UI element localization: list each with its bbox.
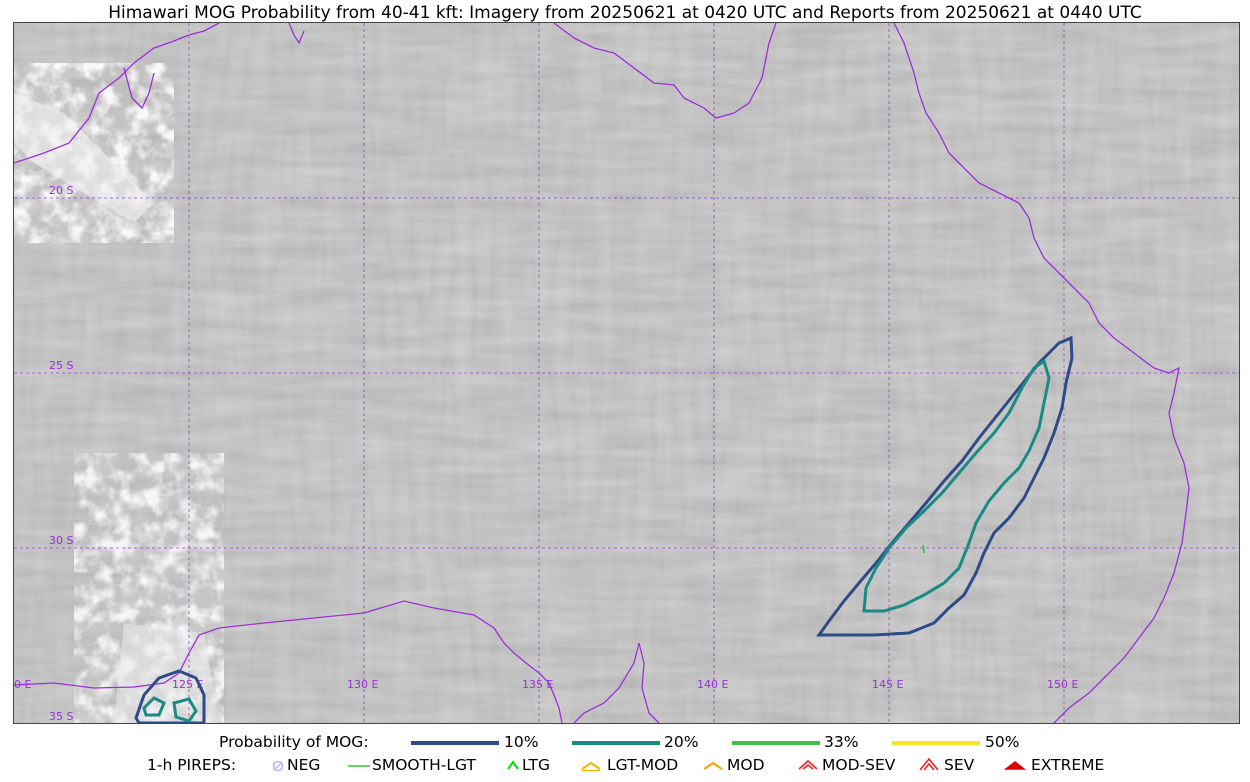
mog-contour-33-fleck [922,544,925,554]
mog-contour-10-southwest [134,669,206,723]
legend-label-20: 20% [664,733,699,751]
extreme-caret-icon [1004,761,1026,770]
lat-label-30s: 30 S [49,534,73,547]
legend-swatch-50 [892,741,980,745]
cloud-patch-southwest [74,453,224,723]
lon-label-125e: 125 E [172,678,203,691]
legend-pirep-smooth-lgt: SMOOTH-LGT [372,756,476,774]
legend-pirep-neg: NEG [287,756,321,774]
satellite-map[interactable]: 20 S 25 S 30 S 35 S 120 E 125 E 130 E 13… [13,22,1240,724]
legend-pirep-ltg: LTG [522,756,550,774]
lat-label-35s: 35 S [49,710,73,723]
lon-label-120e: 120 E [14,678,31,691]
lat-label-25s: 25 S [49,359,73,372]
lon-label-135e: 135 E [522,678,553,691]
legend-pirep-lgt-mod: LGT-MOD [607,756,679,774]
mod-sev-caret-icon [798,759,818,770]
ltg-caret-icon [507,760,519,770]
lon-label-145e: 145 E [872,678,903,691]
neg-circle-icon [272,760,284,772]
coastline [14,23,1190,723]
mog-contour-20-east [862,358,1051,613]
lgt-mod-caret-icon [581,761,601,772]
map-title: Himawari MOG Probability from 40-41 kft:… [108,3,1142,23]
legend-pirep-sev: SEV [944,756,975,774]
legend-pirep-mod-sev: MOD-SEV [822,756,896,774]
legend-label-33: 33% [824,733,859,751]
mod-caret-icon [703,761,723,770]
legend-pireps-label: 1-h PIREPS: [147,756,237,774]
sev-caret-icon [919,757,939,771]
legend-swatch-10 [411,741,499,745]
legend-pirep-mod: MOD [727,756,765,774]
lon-label-150e: 150 E [1047,678,1078,691]
legend-swatch-33 [732,741,820,745]
legend-label-50: 50% [985,733,1020,751]
legend-label-10: 10% [504,733,539,751]
lon-label-140e: 140 E [697,678,728,691]
legend-swatch-20 [572,741,660,745]
lat-lon-grid [14,23,1239,723]
lon-label-130e: 130 E [347,678,378,691]
lat-label-20s: 20 S [49,184,73,197]
legend-probability-label: Probability of MOG: [219,733,369,751]
mog-contour-20-southwest [142,696,198,723]
legend-pirep-extreme: EXTREME [1031,756,1105,774]
smooth-lgt-line-icon [348,765,370,767]
